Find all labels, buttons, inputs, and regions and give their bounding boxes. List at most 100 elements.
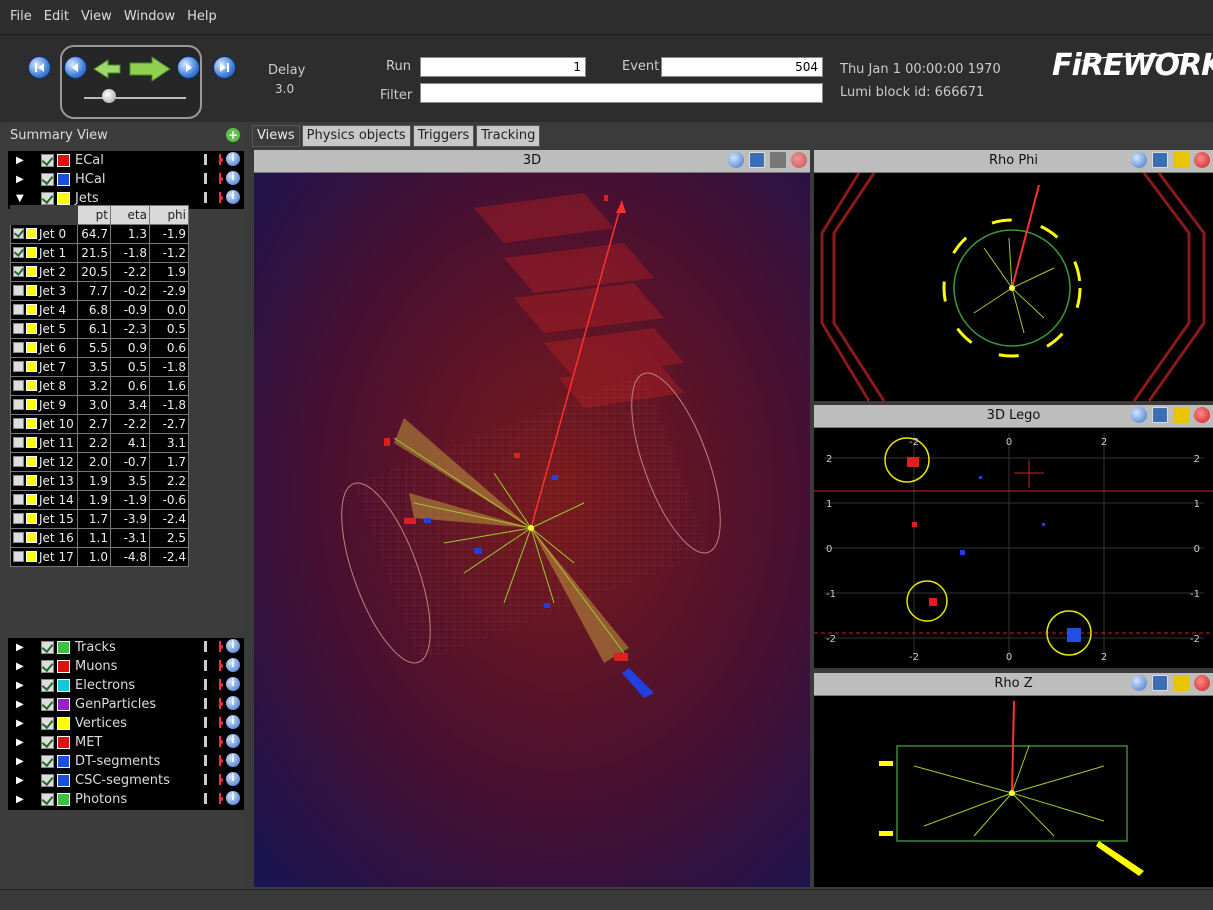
- jet-color-swatch[interactable]: [26, 532, 37, 543]
- jet-color-swatch[interactable]: [26, 247, 37, 258]
- jet-visible-checkbox[interactable]: [13, 399, 24, 410]
- snapshot-icon[interactable]: [1152, 675, 1168, 691]
- info-icon[interactable]: [1131, 407, 1147, 423]
- ecal-visible-checkbox[interactable]: [41, 154, 54, 167]
- dt-segments-color-swatch[interactable]: [57, 755, 70, 768]
- jet-color-swatch[interactable]: [26, 323, 37, 334]
- jet-color-swatch[interactable]: [26, 418, 37, 429]
- view-rho-phi[interactable]: Rho Phi: [814, 150, 1213, 401]
- jet-visible-checkbox[interactable]: [13, 513, 24, 524]
- jet-visible-checkbox[interactable]: [13, 266, 24, 277]
- close-view-icon[interactable]: [1194, 152, 1210, 168]
- csc-segments-color-swatch[interactable]: [57, 774, 70, 787]
- tab-physics-objects[interactable]: Physics objects: [302, 125, 411, 147]
- jet-color-swatch[interactable]: [26, 551, 37, 562]
- rho-phi-display[interactable]: [814, 173, 1213, 401]
- jet-visible-checkbox[interactable]: [13, 380, 24, 391]
- jet-visible-checkbox[interactable]: [13, 304, 24, 315]
- expand-arrow-icon[interactable]: ▶: [16, 771, 24, 790]
- info-icon[interactable]: i: [226, 677, 240, 691]
- info-icon[interactable]: i: [226, 152, 240, 166]
- jet-name-cell[interactable]: Jet 2: [11, 263, 78, 282]
- tab-triggers[interactable]: Triggers: [413, 125, 475, 147]
- expand-arrow-icon[interactable]: ▶: [16, 657, 24, 676]
- info-icon[interactable]: i: [226, 190, 240, 204]
- add-collection-icon[interactable]: +: [226, 128, 240, 142]
- jet-visible-checkbox[interactable]: [13, 361, 24, 372]
- hcal-visible-checkbox[interactable]: [41, 173, 54, 186]
- view-3d-lego[interactable]: 3D Lego -2 0 2 -2 0 2: [814, 405, 1213, 668]
- info-icon[interactable]: i: [226, 772, 240, 786]
- jet-color-swatch[interactable]: [26, 475, 37, 486]
- expand-arrow-icon[interactable]: ▶: [16, 752, 24, 771]
- jet-color-swatch[interactable]: [26, 456, 37, 467]
- jet-name-cell[interactable]: Jet 16: [11, 529, 78, 548]
- muons-color-swatch[interactable]: [57, 660, 70, 673]
- info-icon[interactable]: i: [226, 715, 240, 729]
- snapshot-icon[interactable]: [1152, 152, 1168, 168]
- expand-arrow-icon[interactable]: ▶: [16, 733, 24, 752]
- expand-arrow-icon[interactable]: ▶: [16, 151, 24, 170]
- last-event-button[interactable]: [213, 56, 236, 79]
- jet-color-swatch[interactable]: [26, 304, 37, 315]
- jet-visible-checkbox[interactable]: [13, 456, 24, 467]
- play-forward-icon[interactable]: [130, 57, 170, 81]
- menu-view[interactable]: View: [75, 0, 118, 34]
- expand-arrow-icon[interactable]: ▶: [16, 170, 24, 189]
- menu-edit[interactable]: Edit: [38, 0, 75, 34]
- electrons-color-swatch[interactable]: [57, 679, 70, 692]
- tracks-color-swatch[interactable]: [57, 641, 70, 654]
- expand-arrow-icon[interactable]: ▶: [16, 790, 24, 809]
- view-rho-z[interactable]: Rho Z: [814, 673, 1213, 887]
- jet-name-cell[interactable]: Jet 9: [11, 396, 78, 415]
- close-view-icon[interactable]: [1194, 675, 1210, 691]
- jet-color-swatch[interactable]: [26, 342, 37, 353]
- col-eta[interactable]: eta: [111, 206, 150, 225]
- play-backward-icon[interactable]: [94, 60, 120, 78]
- jet-visible-checkbox[interactable]: [13, 551, 24, 562]
- jet-visible-checkbox[interactable]: [13, 323, 24, 334]
- maximize-icon[interactable]: [770, 152, 786, 168]
- menu-window[interactable]: Window: [118, 0, 181, 34]
- jet-name-cell[interactable]: Jet 0: [11, 225, 78, 244]
- tree-row-hcal[interactable]: ▶ HCal i: [8, 170, 244, 189]
- filter-input[interactable]: [420, 83, 823, 103]
- jet-name-cell[interactable]: Jet 10: [11, 415, 78, 434]
- info-icon[interactable]: i: [226, 696, 240, 710]
- menu-help[interactable]: Help: [181, 0, 223, 34]
- jet-visible-checkbox[interactable]: [13, 532, 24, 543]
- met-color-swatch[interactable]: [57, 736, 70, 749]
- vertices-color-swatch[interactable]: [57, 717, 70, 730]
- col-phi[interactable]: phi: [150, 206, 189, 225]
- next-event-button[interactable]: [177, 56, 200, 79]
- maximize-icon[interactable]: [1173, 407, 1189, 423]
- info-icon[interactable]: i: [226, 791, 240, 805]
- maximize-icon[interactable]: [1173, 152, 1189, 168]
- jet-name-cell[interactable]: Jet 3: [11, 282, 78, 301]
- jet-name-cell[interactable]: Jet 13: [11, 472, 78, 491]
- delay-slider-track[interactable]: [84, 97, 186, 99]
- jet-color-swatch[interactable]: [26, 361, 37, 372]
- jet-visible-checkbox[interactable]: [13, 475, 24, 486]
- jets-visible-checkbox[interactable]: [41, 192, 54, 205]
- info-icon[interactable]: i: [226, 753, 240, 767]
- expand-arrow-icon[interactable]: ▶: [16, 695, 24, 714]
- jet-name-cell[interactable]: Jet 15: [11, 510, 78, 529]
- info-icon[interactable]: i: [226, 734, 240, 748]
- hcal-color-swatch[interactable]: [57, 173, 70, 186]
